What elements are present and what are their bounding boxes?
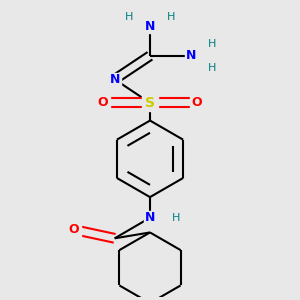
Bar <box>185 49 198 62</box>
Text: H: H <box>208 39 216 49</box>
Text: S: S <box>145 96 155 110</box>
Text: N: N <box>145 20 155 33</box>
Bar <box>108 73 121 86</box>
Text: O: O <box>68 223 79 236</box>
Bar <box>66 222 81 237</box>
Bar <box>190 95 205 110</box>
Text: H: H <box>125 13 134 22</box>
Bar <box>95 95 110 110</box>
Bar <box>143 20 157 33</box>
Text: H: H <box>172 213 181 223</box>
Text: O: O <box>192 96 203 110</box>
Bar <box>142 94 158 111</box>
Text: H: H <box>208 63 216 73</box>
Text: N: N <box>186 49 196 62</box>
Text: O: O <box>98 96 108 110</box>
Bar <box>143 211 157 224</box>
Text: H: H <box>167 13 175 22</box>
Text: N: N <box>145 211 155 224</box>
Text: N: N <box>110 73 120 86</box>
